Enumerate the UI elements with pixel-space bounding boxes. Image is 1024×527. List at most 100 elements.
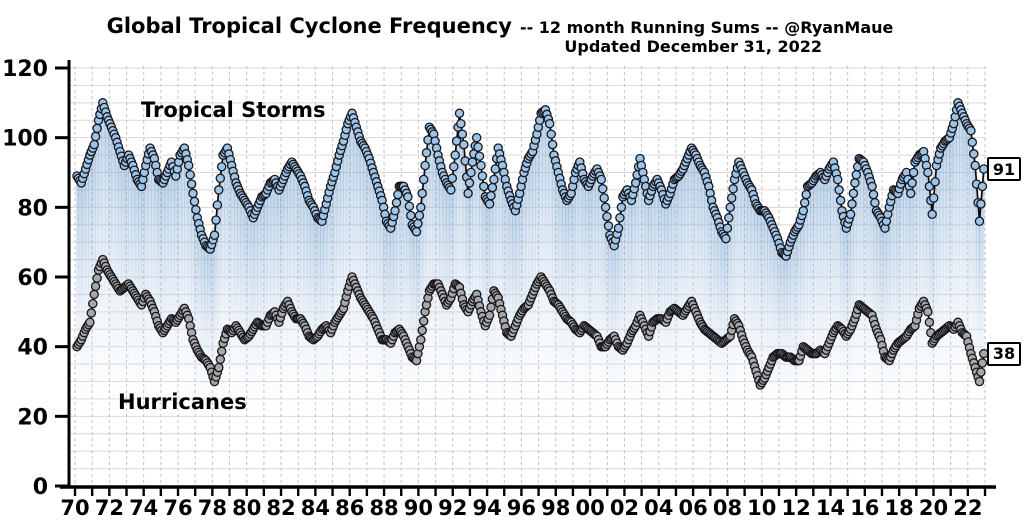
dropline bbox=[428, 127, 430, 420]
dropline bbox=[758, 208, 760, 420]
dropline bbox=[213, 235, 216, 420]
dropline bbox=[971, 142, 973, 420]
dropline bbox=[781, 252, 783, 420]
dropline bbox=[338, 155, 340, 420]
dropline bbox=[596, 169, 598, 420]
series-label-tropical-storms: Tropical Storms bbox=[141, 98, 326, 122]
hurricane-point bbox=[215, 354, 226, 365]
dropline bbox=[557, 172, 559, 420]
dropline bbox=[261, 196, 263, 420]
dropline bbox=[821, 174, 823, 420]
storm-point bbox=[454, 108, 465, 119]
dropline bbox=[301, 179, 303, 420]
storm-point bbox=[613, 223, 624, 233]
end-value-storms: 91 bbox=[992, 159, 1016, 179]
dropline bbox=[749, 187, 751, 420]
dropline bbox=[582, 173, 584, 420]
dropline bbox=[632, 194, 634, 420]
dropline bbox=[897, 193, 899, 420]
dropline bbox=[262, 195, 264, 420]
dropline bbox=[587, 186, 589, 420]
storm-point bbox=[417, 188, 427, 199]
x-tick-label: 12 bbox=[782, 496, 811, 520]
storm-point bbox=[416, 202, 426, 213]
storm-point bbox=[547, 139, 558, 150]
storm-point bbox=[596, 174, 607, 185]
dropline bbox=[388, 225, 390, 420]
dropline bbox=[205, 245, 207, 420]
dropline bbox=[771, 224, 773, 420]
dropline bbox=[524, 167, 526, 420]
dropline bbox=[733, 179, 736, 420]
dropline bbox=[298, 173, 300, 420]
dropline bbox=[410, 215, 412, 420]
storm-point bbox=[463, 188, 473, 199]
dropline bbox=[626, 189, 628, 420]
y-tick-label: 80 bbox=[17, 196, 48, 221]
dropline bbox=[249, 210, 251, 420]
storm-point bbox=[447, 173, 458, 184]
dropline bbox=[209, 249, 211, 420]
dropline bbox=[639, 158, 641, 420]
dropline bbox=[818, 173, 820, 420]
storm-point bbox=[597, 184, 608, 194]
dropline bbox=[778, 243, 780, 420]
dropline bbox=[544, 109, 546, 420]
dropline bbox=[709, 193, 711, 420]
storm-point bbox=[413, 218, 423, 229]
dropline bbox=[680, 171, 683, 420]
dropline bbox=[367, 155, 369, 420]
dropline bbox=[589, 182, 591, 420]
dropline bbox=[542, 112, 544, 420]
dropline bbox=[216, 205, 218, 420]
dropline bbox=[848, 218, 850, 420]
dropline bbox=[765, 213, 767, 420]
dropline bbox=[308, 200, 310, 420]
dropline bbox=[279, 186, 281, 420]
dropline bbox=[612, 242, 614, 420]
dropline bbox=[702, 170, 704, 420]
dropline bbox=[822, 177, 824, 420]
dropline bbox=[182, 150, 184, 420]
storm-point bbox=[630, 178, 641, 188]
dropline bbox=[155, 165, 157, 420]
dropline bbox=[841, 210, 843, 420]
storm-point bbox=[474, 151, 485, 161]
dropline bbox=[789, 242, 791, 420]
storm-point bbox=[450, 150, 460, 160]
dropline bbox=[76, 175, 78, 420]
x-tick-label: 14 bbox=[816, 496, 845, 520]
dropline bbox=[577, 165, 579, 420]
dropline bbox=[156, 172, 158, 420]
dropline bbox=[278, 189, 280, 420]
dropline bbox=[682, 169, 684, 420]
x-tick-label: 06 bbox=[679, 496, 708, 520]
storm-point bbox=[211, 215, 221, 225]
dropline bbox=[153, 158, 155, 420]
hurricane-point bbox=[214, 362, 224, 373]
storm-point bbox=[473, 142, 483, 152]
dropline bbox=[162, 182, 164, 420]
dropline bbox=[179, 155, 181, 420]
dropline bbox=[925, 165, 928, 420]
dropline bbox=[158, 179, 160, 420]
dropline bbox=[228, 153, 230, 420]
dropline bbox=[980, 203, 982, 420]
dropline bbox=[798, 224, 800, 420]
dropline bbox=[741, 169, 743, 420]
dropline bbox=[529, 156, 531, 420]
dropline bbox=[642, 172, 644, 420]
storm-point bbox=[411, 226, 422, 237]
dropline bbox=[292, 164, 294, 420]
dropline bbox=[646, 193, 648, 420]
dropline bbox=[559, 178, 561, 420]
dropline bbox=[404, 189, 406, 420]
storm-point bbox=[725, 202, 735, 213]
dropline bbox=[610, 238, 612, 420]
dropline bbox=[961, 113, 963, 420]
dropline bbox=[940, 148, 942, 420]
dropline bbox=[907, 179, 909, 420]
dropline bbox=[703, 172, 706, 420]
